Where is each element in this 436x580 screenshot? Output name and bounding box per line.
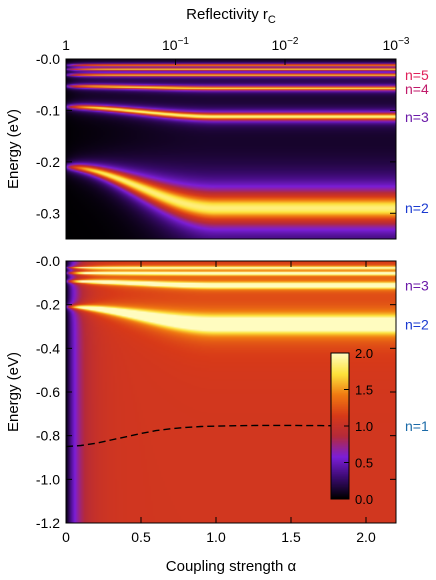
bottom-y-tick-label: -0.2 (36, 297, 60, 313)
state-label: n=3 (405, 278, 429, 294)
x-tick-label: 0.5 (131, 529, 151, 545)
state-label: n=2 (405, 200, 429, 216)
state-label: n=3 (405, 109, 429, 125)
x-tick-label: 2.0 (356, 529, 376, 545)
x-tick-label: 0 (62, 529, 70, 545)
colorbar-tick-label: 0.0 (355, 492, 373, 507)
colorbar-ticks: 0.0 0.5 1.0 1.5 2.0 (344, 346, 373, 507)
top-panel: -0.0 -0.1 -0.2 -0.3 1 10−1 10−2 10−3 Reflectivi… (5, 6, 410, 240)
colorbar-tick-label: 0.5 (355, 456, 373, 471)
state-label: n=2 (405, 316, 429, 332)
top-y-tick-label: -0.0 (36, 51, 60, 67)
colorbar: 0.0 0.5 1.0 1.5 2.0 (330, 346, 373, 507)
state-labels: n=5n=4 n=3 n=2 n=3 n=2 n=1 (405, 67, 429, 434)
bottom-panel-y-axis-label: Energy (eV) (5, 352, 22, 432)
bottom-panel-ticks: -0.0 -0.2 -0.4 -0.6 -0.8 -1.0 -1.20 0.5 1.0 1.5 2.… (36, 253, 396, 545)
top-heatmap (66, 59, 396, 239)
top-axis-title: Reflectivity rC (186, 6, 276, 26)
bottom-y-tick-label: -0.6 (36, 384, 60, 400)
x-tick-label: 1.0 (206, 529, 226, 545)
colorbar-tick-label: 2.0 (355, 346, 373, 361)
top-y-tick-label: -0.1 (36, 102, 60, 118)
top-panel-y-axis-label: Energy (eV) (5, 109, 22, 189)
top-y-tick-label: -0.2 (36, 154, 60, 170)
dashed-energy-curve (65, 424, 337, 448)
bottom-y-tick-label: -1.0 (36, 471, 60, 487)
bottom-y-tick-label: -0.4 (36, 340, 60, 356)
state-label: n=5 (405, 67, 429, 83)
colorbar-tick-label: 1.5 (355, 383, 373, 398)
reflectivity-tick-label: 1 (62, 37, 70, 53)
bottom-y-tick-label: -0.8 (36, 428, 60, 444)
top-panel-frame (65, 58, 397, 240)
reflectivity-tick-label: 10−3 (383, 36, 410, 53)
x-axis-title: Coupling strength α (166, 558, 297, 575)
state-label: n=4 (405, 81, 429, 97)
reflectivity-tick-label: 10−1 (162, 36, 189, 53)
top-panel-ticks: -0.0 -0.1 -0.2 -0.3 1 10−1 10−2 10−3 (36, 36, 410, 221)
bottom-y-tick-label: -1.2 (36, 515, 60, 531)
bottom-y-tick-label: -0.0 (36, 253, 60, 269)
state-label: n=1 (405, 418, 429, 434)
top-y-tick-label: -0.3 (36, 205, 60, 221)
x-tick-label: 1.5 (281, 529, 301, 545)
colorbar-tick-label: 1.0 (355, 419, 373, 434)
reflectivity-tick-label: 10−2 (272, 36, 299, 53)
bottom-panel: -0.0 -0.2 -0.4 -0.6 -0.8 -1.0 -1.20 0.5 1.0 1.5 2.… (5, 253, 397, 575)
